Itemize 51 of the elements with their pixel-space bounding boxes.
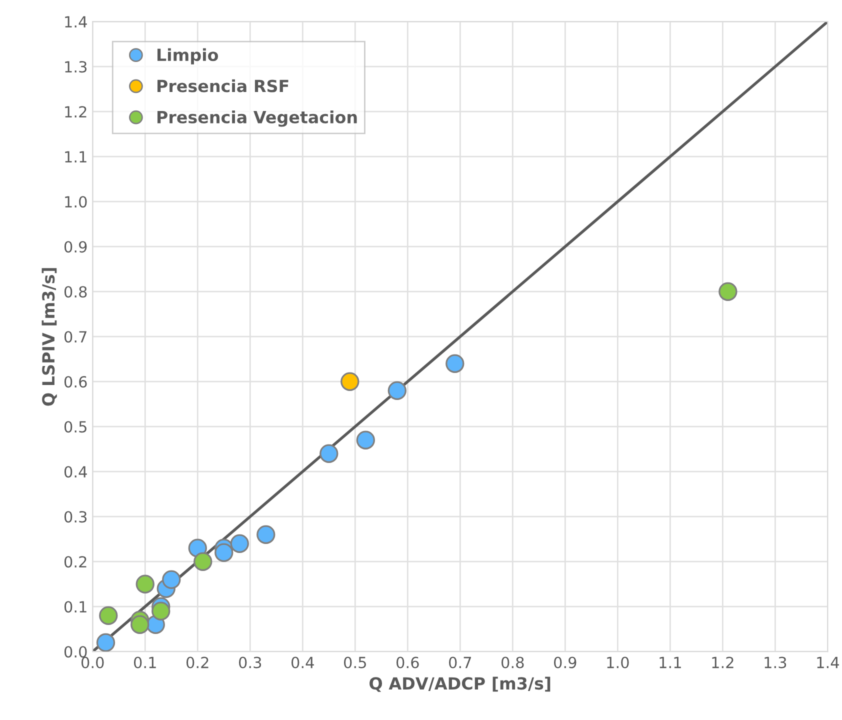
legend-label: Presencia RSF	[157, 79, 288, 92]
point	[130, 615, 150, 634]
y-tick-label: 0.9	[64, 241, 87, 253]
point	[162, 570, 181, 589]
point	[99, 606, 118, 625]
point	[718, 282, 738, 301]
point	[136, 574, 154, 594]
legend-label: Limpio	[157, 48, 218, 64]
y-axis-title: Q LSPIV [m3/s]	[42, 268, 57, 406]
point	[388, 381, 406, 400]
point	[230, 534, 249, 553]
legend-label: Presencia Vegetacion	[157, 110, 357, 127]
point	[320, 444, 338, 463]
point	[340, 372, 360, 391]
y-tick-label: 0.1	[64, 601, 86, 613]
x-tick-label: 0.4	[292, 656, 314, 668]
y-tick-label: 0.3	[64, 511, 87, 523]
x-tick-label: 0.2	[186, 656, 208, 668]
x-tick-label: 1.0	[607, 656, 629, 668]
point	[214, 543, 234, 562]
point	[356, 430, 375, 450]
y-tick-label: 0.8	[64, 286, 87, 298]
point	[446, 354, 464, 373]
y-tick-label: 1.2	[65, 106, 86, 118]
y-tick-label: 0.2	[64, 556, 86, 568]
x-tick-label: 0.8	[502, 656, 524, 668]
x-tick-label: 0.0	[81, 656, 104, 668]
x-tick-label: 0.5	[344, 656, 366, 668]
x-tick-label: 1.4	[817, 656, 839, 668]
point	[194, 552, 212, 571]
x-tick-label: 0.1	[134, 656, 156, 668]
point	[96, 633, 116, 652]
y-tick-label: 0.0	[64, 646, 87, 658]
y-tick-label: 1.1	[65, 151, 86, 162]
point	[256, 525, 276, 544]
y-tick-label: 0.4	[64, 466, 87, 478]
y-tick-label: 1.4	[65, 16, 87, 28]
x-tick-label: 0.7	[449, 656, 471, 668]
x-tick-label: 0.9	[554, 656, 576, 668]
x-tick-label: 1.3	[764, 656, 786, 668]
y-tick-label: 0.6	[64, 376, 87, 388]
y-tick-label: 0.5	[64, 421, 86, 433]
y-tick-label: 0.7	[64, 331, 86, 343]
x-axis-title: Q ADV/ADCP [m3/s]	[370, 676, 550, 692]
x-tick-label: 0.6	[396, 656, 419, 668]
y-tick-label: 1.0	[65, 196, 87, 208]
point	[152, 602, 170, 620]
x-tick-label: 0.3	[238, 656, 262, 668]
x-tick-label: 1.1	[660, 656, 681, 668]
y-tick-label: 1.3	[65, 61, 87, 73]
x-tick-label: 1.2	[712, 656, 734, 668]
